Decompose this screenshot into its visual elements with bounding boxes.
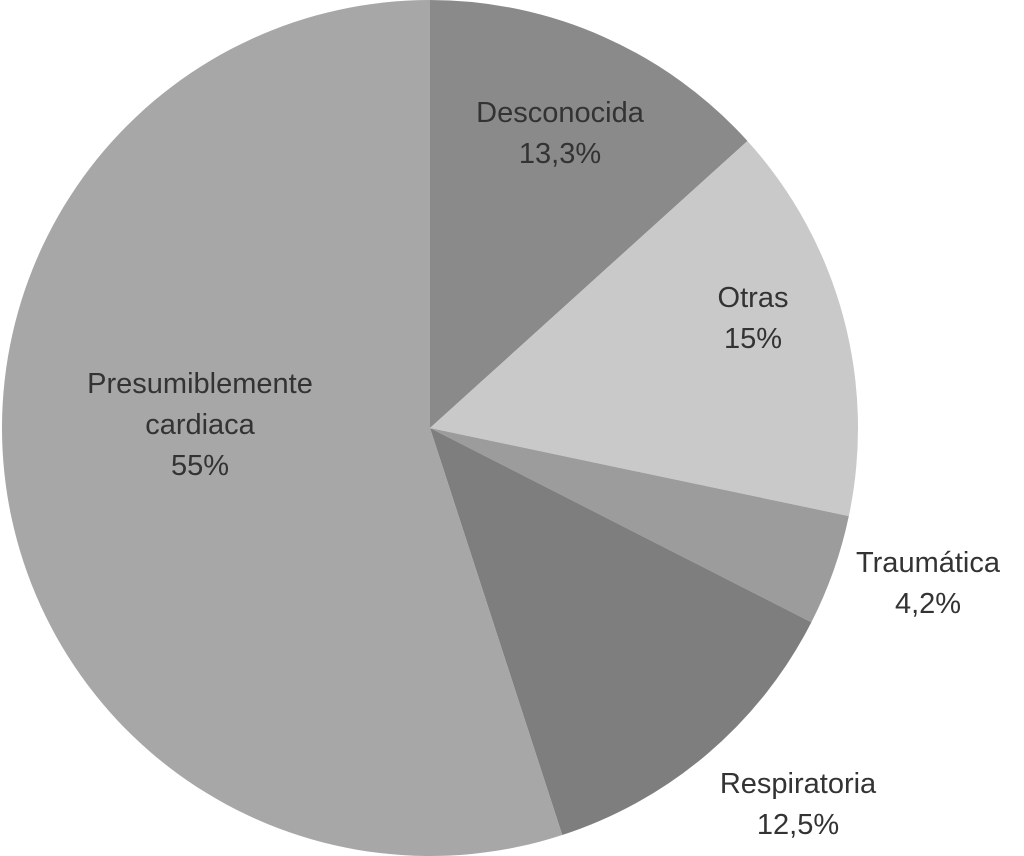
pie-slice-otras [430, 140, 858, 517]
pie-slice-label-presumiblemente-cardiaca: Presumiblemente cardiaca 55% [87, 368, 313, 482]
pie-slice-desconocida [430, 0, 748, 428]
pie-slice-label-traumatica: Traumática 4,2% [856, 547, 1001, 620]
pie-slice-presumiblemente-cardiaca [1, 0, 563, 856]
pie-slice-traumatica [430, 428, 849, 623]
pie-slice-label-otras: Otras 15% [718, 282, 789, 355]
pie-slice-respiratoria [430, 428, 812, 836]
pie-slice-label-desconocida: Desconocida 13,3% [476, 97, 645, 170]
pie-slice-label-respiratoria: Respiratoria 12,5% [720, 768, 877, 841]
